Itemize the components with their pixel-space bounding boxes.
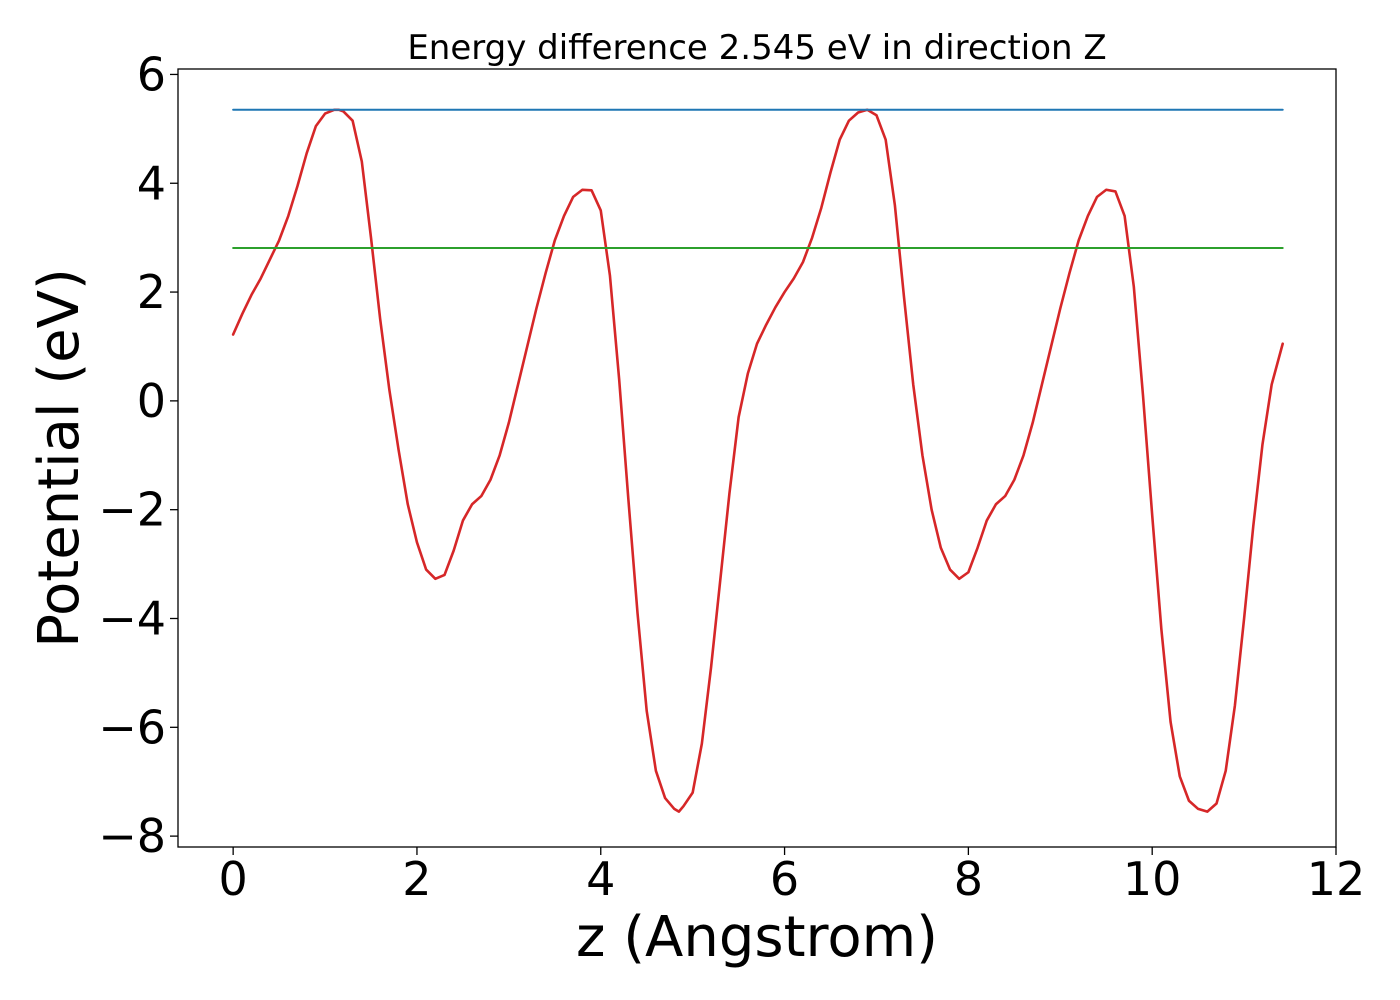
x-tick-label: 0 [219,852,248,906]
y-ticks: −8 −6 −4 −2 0 2 4 6 [98,47,178,863]
chart-title: Energy difference 2.545 eV in direction … [407,28,1106,68]
y-tick-label: −8 [98,809,166,863]
x-tick-label: 10 [1123,852,1182,906]
x-tick-label: 8 [954,852,983,906]
y-tick-label: −2 [98,483,166,537]
y-tick-label: −6 [98,700,166,754]
x-tick-label: 4 [586,852,615,906]
x-axis-label: z (Angstrom) [576,905,938,970]
plot-frame [177,68,1337,848]
y-axis-label: Potential (eV) [27,268,92,648]
x-tick-label: 12 [1307,852,1366,906]
series-layer [231,108,1284,813]
y-tick-label: 0 [137,374,166,428]
y-tick-label: −4 [98,591,166,645]
y-tick-label: 4 [137,156,166,210]
y-tick-label: 2 [137,265,166,319]
x-ticks: 0 2 4 6 8 10 12 [219,847,1366,906]
x-tick-label: 6 [770,852,799,906]
x-tick-label: 2 [402,852,431,906]
series-line-1 [231,108,1284,813]
y-tick-label: 6 [137,47,166,101]
